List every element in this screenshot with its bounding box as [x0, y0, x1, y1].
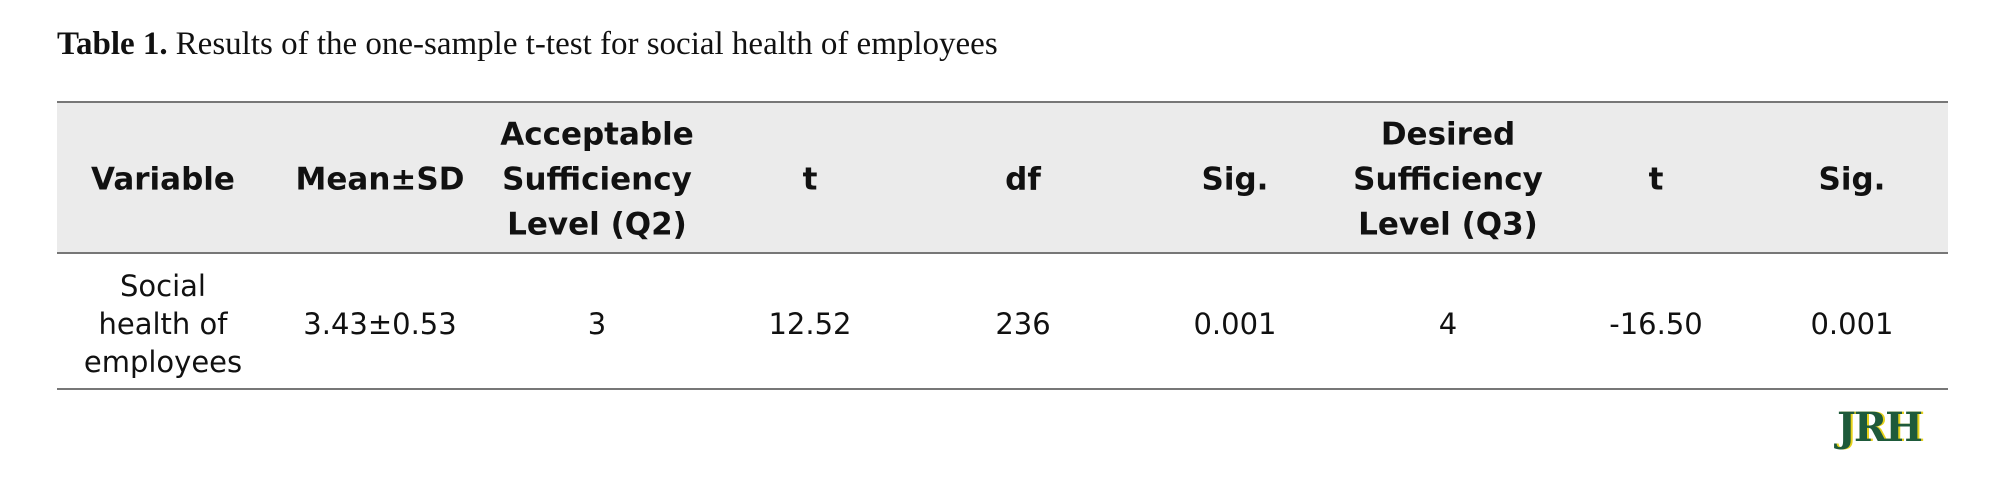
body-cell: 236: [995, 305, 1050, 343]
body-cell: Social health of employees: [84, 267, 242, 381]
body-cell: -16.50: [1609, 305, 1703, 343]
header-cell: t: [1649, 158, 1664, 203]
body-cell: 4: [1439, 305, 1457, 343]
cell-line: Level (Q3): [1358, 206, 1538, 243]
cell-line: health of: [98, 307, 228, 341]
cell-line: Sig.: [1818, 161, 1886, 198]
body-cell: 12.52: [768, 305, 851, 343]
header-cell: Sig.: [1819, 158, 1886, 203]
logo: JRH: [1837, 404, 1923, 451]
cell-line: 3: [587, 307, 607, 341]
cell-line: Sig.: [1201, 161, 1269, 198]
cell-line: -16.50: [1609, 307, 1703, 341]
header-cell: df: [1005, 158, 1041, 203]
body-cell: 0.001: [1193, 305, 1276, 343]
cell-line: Social: [120, 269, 206, 303]
cell-line: Sufficiency: [1353, 161, 1543, 198]
cell-line: Variable: [91, 161, 235, 198]
cell-line: 4: [1438, 307, 1458, 341]
caption-text: Results of the one-sample t-test for soc…: [175, 26, 998, 62]
cell-line: Mean±SD: [295, 161, 465, 198]
table-caption: Table 1. Results of the one-sample t-test…: [57, 26, 998, 63]
caption-label: Table 1.: [57, 26, 168, 62]
header-rule: [57, 252, 1948, 254]
cell-line: employees: [83, 345, 243, 379]
header-cell: t: [803, 158, 818, 203]
body-cell: 0.001: [1810, 305, 1893, 343]
body-cell: 3.43±0.53: [303, 305, 456, 343]
top-rule: [57, 101, 1948, 103]
cell-line: Acceptable: [500, 116, 694, 153]
cell-line: 12.52: [768, 307, 852, 341]
header-background: [57, 102, 1948, 253]
header-cell: Variable: [91, 158, 235, 203]
cell-line: t: [802, 161, 818, 198]
cell-line: Desired: [1380, 116, 1516, 153]
cell-line: 0.001: [1193, 307, 1277, 341]
cell-line: Level (Q2): [507, 206, 687, 243]
cell-line: t: [1648, 161, 1664, 198]
body-cell: 3: [588, 305, 606, 343]
cell-line: Sufficiency: [502, 161, 692, 198]
header-cell: Desired Sufficiency Level (Q3): [1353, 113, 1543, 248]
cell-line: 0.001: [1810, 307, 1894, 341]
header-cell: Acceptable Sufficiency Level (Q2): [500, 113, 694, 248]
cell-line: 236: [995, 307, 1051, 341]
cell-line: 3.43±0.53: [303, 307, 457, 341]
header-cell: Sig.: [1202, 158, 1269, 203]
cell-line: df: [1005, 161, 1041, 198]
header-cell: Mean±SD: [296, 158, 465, 203]
bottom-rule: [57, 388, 1948, 390]
